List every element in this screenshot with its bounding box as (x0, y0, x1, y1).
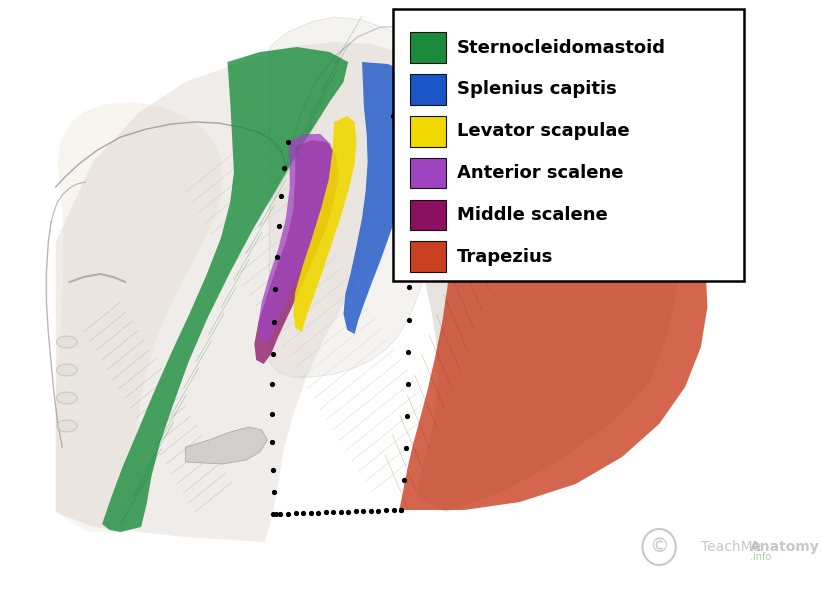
Polygon shape (293, 116, 357, 332)
Text: ©: © (649, 538, 669, 556)
Polygon shape (270, 17, 432, 377)
Text: Trapezius: Trapezius (457, 247, 553, 266)
Text: Anatomy: Anatomy (750, 540, 820, 554)
FancyBboxPatch shape (410, 242, 446, 272)
Ellipse shape (57, 336, 77, 348)
Text: Sternocleidomastoid: Sternocleidomastoid (457, 38, 666, 57)
Ellipse shape (57, 392, 77, 404)
Text: Levator scapulae: Levator scapulae (457, 122, 630, 140)
Polygon shape (344, 62, 418, 334)
Text: TeachMe: TeachMe (701, 540, 761, 554)
Polygon shape (102, 47, 349, 532)
Polygon shape (258, 134, 335, 344)
Text: .info: .info (750, 552, 771, 562)
FancyBboxPatch shape (410, 74, 446, 105)
Polygon shape (56, 102, 223, 532)
Polygon shape (399, 62, 708, 510)
Polygon shape (56, 42, 432, 542)
Text: Splenius capitis: Splenius capitis (457, 81, 616, 98)
Polygon shape (410, 82, 682, 512)
Text: Middle scalene: Middle scalene (457, 206, 607, 224)
FancyBboxPatch shape (410, 32, 446, 63)
FancyBboxPatch shape (410, 157, 446, 188)
Text: Anterior scalene: Anterior scalene (457, 164, 624, 182)
Ellipse shape (57, 420, 77, 432)
FancyBboxPatch shape (410, 116, 446, 147)
Ellipse shape (401, 77, 434, 127)
Polygon shape (254, 140, 339, 364)
Ellipse shape (57, 364, 77, 376)
FancyBboxPatch shape (410, 200, 446, 230)
FancyBboxPatch shape (393, 9, 744, 281)
Polygon shape (186, 427, 267, 464)
